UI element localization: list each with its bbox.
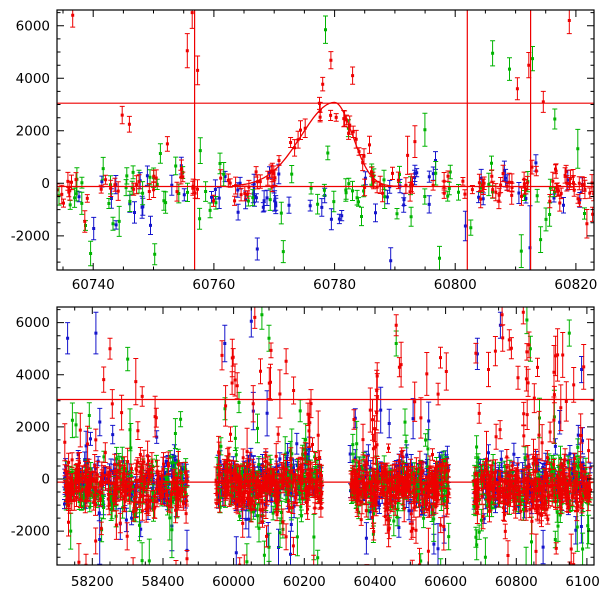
y-tick-label: 6000 (16, 18, 50, 34)
x-tick-label: 60000 (212, 574, 255, 590)
y-tick-label: 0 (41, 176, 50, 192)
x-tick-label: 60200 (283, 574, 326, 590)
green-series-errorbars (63, 307, 593, 565)
y-tick-label: -2000 (11, 524, 50, 540)
x-tick-label: 60740 (72, 277, 115, 293)
y-tick-label: 2000 (16, 419, 50, 435)
x-tick-label: 60400 (354, 574, 397, 590)
plot-frame (56, 306, 595, 566)
y-tick-label: 2000 (16, 123, 50, 139)
model-curve (231, 101, 413, 188)
plot-frame (56, 9, 595, 271)
axis-ticks (57, 10, 594, 270)
x-tick-label: 60760 (192, 277, 235, 293)
y-tick-label: 6000 (16, 315, 50, 331)
x-tick-label: 60800 (495, 574, 538, 590)
x-tick-label: 60600 (424, 574, 467, 590)
y-tick-label: 4000 (16, 367, 50, 383)
green-series-points (64, 313, 592, 564)
x-tick-label: 60820 (554, 277, 597, 293)
y-tick-label: 4000 (16, 71, 50, 87)
x-tick-label: 60800 (434, 277, 477, 293)
y-tick-label: -2000 (11, 228, 50, 244)
bottom-panel-chart: 5820058400600006020060400606006080061000… (11, 306, 600, 590)
y-tick-label: 0 (41, 472, 50, 488)
top-panel-chart: 60740 60760 60780 60800 60820 -2000 0 2000 4000 6… (11, 9, 597, 293)
x-tick-label: 58200 (71, 574, 114, 590)
green-series-points (57, 28, 586, 260)
green-series-errorbars (57, 15, 587, 270)
x-tick-label: 60780 (313, 277, 356, 293)
blue-series-errorbars (62, 307, 593, 565)
x-tick-label: 58400 (142, 574, 185, 590)
x-tick-label: 61000 (565, 574, 600, 590)
top-plot-area (57, 10, 594, 270)
bottom-plot-area (57, 307, 594, 565)
